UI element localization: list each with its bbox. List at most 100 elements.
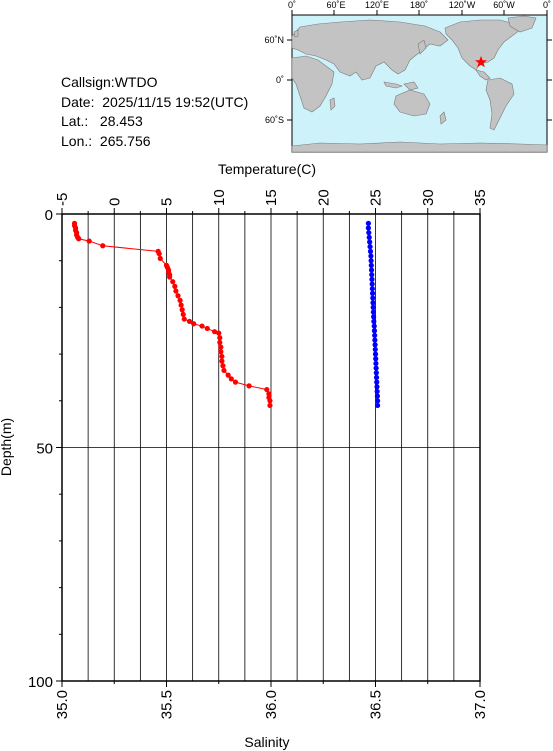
temperature-data-point <box>100 243 106 249</box>
map-land <box>291 15 548 153</box>
salinity-data-point <box>371 314 377 320</box>
top-axis-title: Temperature(C) <box>218 161 316 177</box>
temperature-data-point <box>86 238 92 244</box>
map-lon-label: 60˚E <box>326 0 345 10</box>
left-axis-tick-label: 50 <box>36 441 53 458</box>
lon-row: Lon.: 265.756 <box>61 132 248 152</box>
salinity-data-point <box>369 290 376 296</box>
salinity-data-point <box>372 332 378 339</box>
temperature-data-point <box>267 402 273 409</box>
salinity-data-point <box>370 309 377 315</box>
top-axis-tick-label: -5 <box>54 193 71 206</box>
temperature-data-point <box>232 379 239 385</box>
top-axis-tick-label: 10 <box>211 189 228 206</box>
bottom-axis-tick-label: 37.0 <box>472 690 489 719</box>
temperature-data-point <box>172 283 178 289</box>
map-lon-label: 60˚W <box>493 0 515 10</box>
lon-value: 265.756 <box>99 132 151 149</box>
temperature-data-point <box>191 321 197 327</box>
bottom-axis-tick-label: 36.0 <box>263 690 280 719</box>
salinity-data-point <box>368 262 374 268</box>
lat-row: Lat.: 28.453 <box>61 112 248 132</box>
temperature-data-point <box>181 316 187 322</box>
temperature-data-point <box>175 293 181 299</box>
temperature-data-point <box>186 318 193 325</box>
salinity-data-point <box>372 337 378 343</box>
salinity-data-point <box>366 234 372 240</box>
temperature-data-point <box>180 311 186 318</box>
temperature-data-point <box>220 363 226 369</box>
temperature-data-point <box>173 288 179 294</box>
salinity-data-point <box>374 384 380 390</box>
top-axis-tick-label: 5 <box>159 198 176 206</box>
top-axis-tick-label: 35 <box>472 189 489 206</box>
temperature-data-point <box>167 274 173 280</box>
salinity-data-point <box>370 295 376 301</box>
salinity-data-point <box>373 356 379 362</box>
temperature-data-point <box>199 323 205 329</box>
top-axis-tick-label: 0 <box>106 198 123 206</box>
salinity-data-point <box>373 360 379 367</box>
salinity-data-point <box>374 398 381 404</box>
temperature-data-point <box>211 329 218 335</box>
salinity-data-point <box>367 244 373 250</box>
salinity-data-point <box>374 388 380 395</box>
salinity-data-point <box>372 351 379 357</box>
world-map: 0˚ 60˚E 120˚E 180˚ 120˚W 60˚W 0˚ 60˚N 0˚… <box>264 0 552 153</box>
salinity-data-point <box>369 281 375 287</box>
map-lat-label: 60˚N <box>264 35 284 45</box>
temperature-data-point <box>178 302 184 308</box>
temperature-data-point <box>170 279 176 285</box>
salinity-data-point <box>374 379 380 385</box>
temperature-data-point <box>217 339 223 346</box>
lat-label: Lat.: <box>61 113 89 129</box>
map-lon-label: 0˚ <box>288 0 296 10</box>
temperature-data-point <box>156 251 162 257</box>
left-axis-tick-label: 100 <box>28 674 53 691</box>
temperature-data-point <box>218 349 224 355</box>
map-lon-label: 120˚E <box>365 0 389 10</box>
salinity-data-point <box>368 267 375 273</box>
temperature-data-point <box>221 367 227 374</box>
salinity-data-point <box>372 342 378 348</box>
salinity-data-point <box>371 328 378 334</box>
bottom-axis-tick-label: 35.5 <box>159 690 176 719</box>
bottom-axis-title: Salinity <box>244 734 289 750</box>
salinity-data-point <box>368 253 374 259</box>
salinity-data-point <box>369 286 375 292</box>
salinity-data-point <box>371 318 377 325</box>
temperature-data-point <box>264 386 270 393</box>
map-lat-label: 0˚ <box>276 75 284 85</box>
salinity-data-point <box>367 239 373 245</box>
map-ticks <box>287 10 552 121</box>
top-axis-tick-label: 20 <box>315 189 332 206</box>
temperature-data-point <box>157 255 163 261</box>
star-icon <box>475 56 487 68</box>
chart-series <box>71 220 381 409</box>
temperature-data-point <box>219 353 225 360</box>
salinity-data-point <box>368 258 374 264</box>
salinity-data-point <box>374 402 381 409</box>
salinity-data-point <box>373 374 380 381</box>
salinity-data-point <box>369 272 375 278</box>
date-row: Date: 2025/11/15 19:52(UTC) <box>61 93 248 113</box>
temperature-data-point <box>217 335 223 341</box>
bottom-axis-tick-label: 35.0 <box>54 690 71 719</box>
date-value: 2025/11/15 19:52(UTC) <box>102 93 249 110</box>
temperature-data-point <box>177 297 183 303</box>
salinity-data-point <box>373 370 379 376</box>
temperature-data-point <box>204 325 210 332</box>
salinity-data-point <box>365 225 371 231</box>
temperature-data-point <box>225 372 231 378</box>
temperature-data-point <box>266 391 272 397</box>
temperature-data-point <box>179 307 185 313</box>
lon-label: Lon.: <box>61 132 93 149</box>
bottom-axis-tick-label: 36.5 <box>368 690 385 719</box>
salinity-data-point <box>370 300 376 306</box>
temperature-data-point <box>228 376 234 382</box>
map-lon-label: 180˚ <box>410 0 428 10</box>
temperature-data-point <box>267 398 273 404</box>
salinity-data-point <box>367 248 374 254</box>
